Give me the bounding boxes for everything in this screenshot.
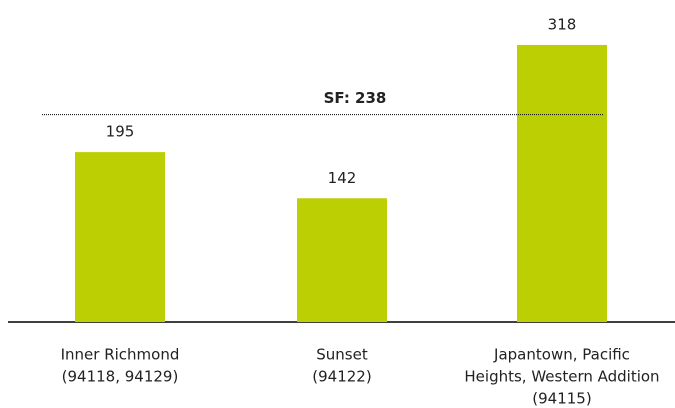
x-tick-label: (94122) (312, 368, 371, 386)
value-label: 318 (548, 15, 577, 33)
x-tick-label: Inner Richmond (61, 346, 180, 364)
x-tick-label: Sunset (316, 346, 368, 364)
x-tick-label: (94118, 94129) (62, 368, 179, 386)
x-tick-label: (94115) (532, 390, 591, 408)
reference-label: SF: 238 (324, 89, 387, 107)
bar (517, 44, 607, 323)
value-label: 142 (328, 169, 357, 187)
x-tick-label: Heights, Western Addition (464, 368, 659, 386)
bar (75, 152, 165, 322)
bar (297, 198, 387, 322)
x-tick-label: Japantown, Pacific (493, 346, 630, 364)
value-label: 195 (106, 123, 135, 141)
